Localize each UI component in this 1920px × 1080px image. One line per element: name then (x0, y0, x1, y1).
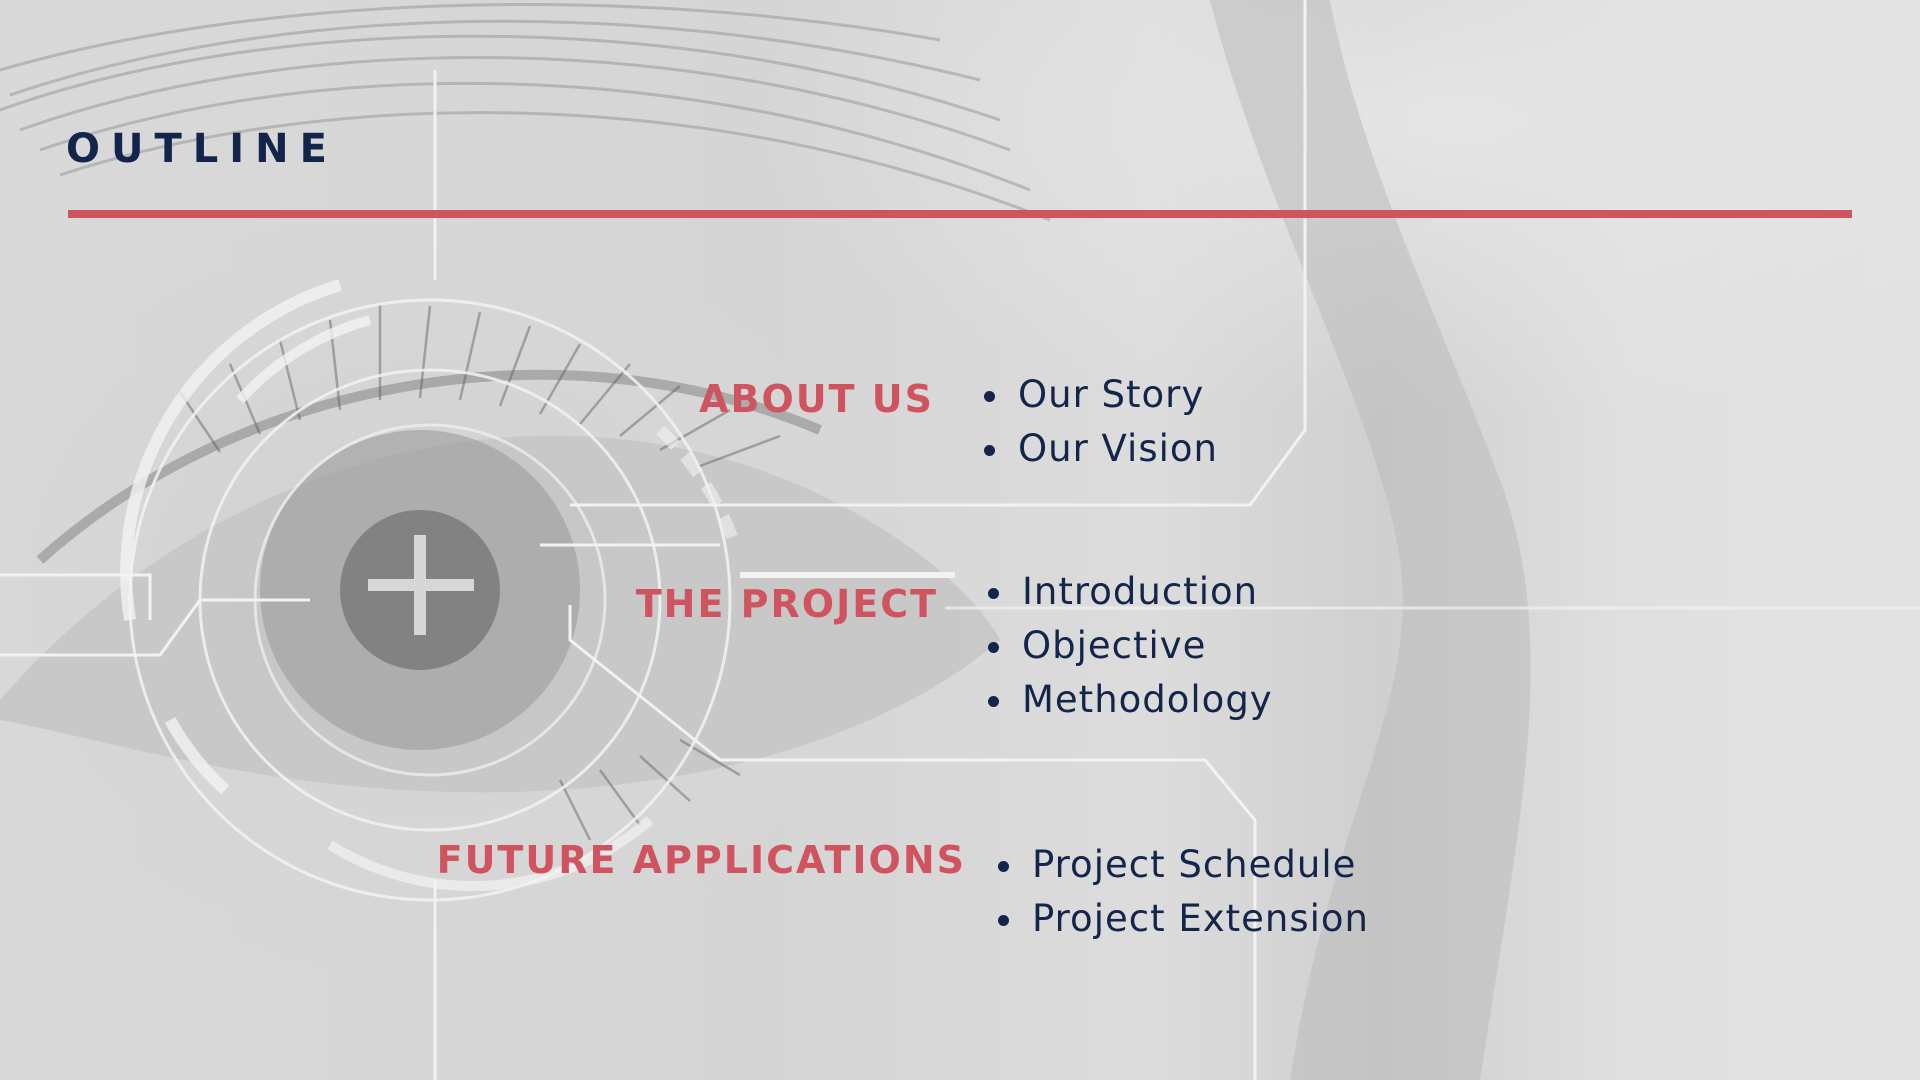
list-item: Project Schedule (998, 838, 1369, 892)
list-item: Methodology (988, 673, 1273, 727)
list-item: Project Extension (998, 892, 1369, 946)
eyelash-shape (178, 305, 781, 841)
slide-title: OUTLINE (66, 126, 338, 172)
eyebrow-shape (0, 3, 1051, 222)
section-heading-about-us: ABOUT US (699, 377, 934, 421)
section-list-future-applications: Project Schedule Project Extension (998, 838, 1369, 946)
list-item: Our Story (984, 368, 1218, 422)
section-list-about-us: Our Story Our Vision (984, 368, 1218, 476)
list-item: Our Vision (984, 422, 1218, 476)
title-divider (68, 210, 1852, 218)
section-heading-the-project: THE PROJECT (635, 582, 938, 626)
section-heading-future-applications: FUTURE APPLICATIONS (436, 838, 966, 882)
list-item: Introduction (988, 565, 1273, 619)
section-list-the-project: Introduction Objective Methodology (988, 565, 1273, 727)
list-item: Objective (988, 619, 1273, 673)
nose-shadow-shape (1210, 0, 1531, 1080)
